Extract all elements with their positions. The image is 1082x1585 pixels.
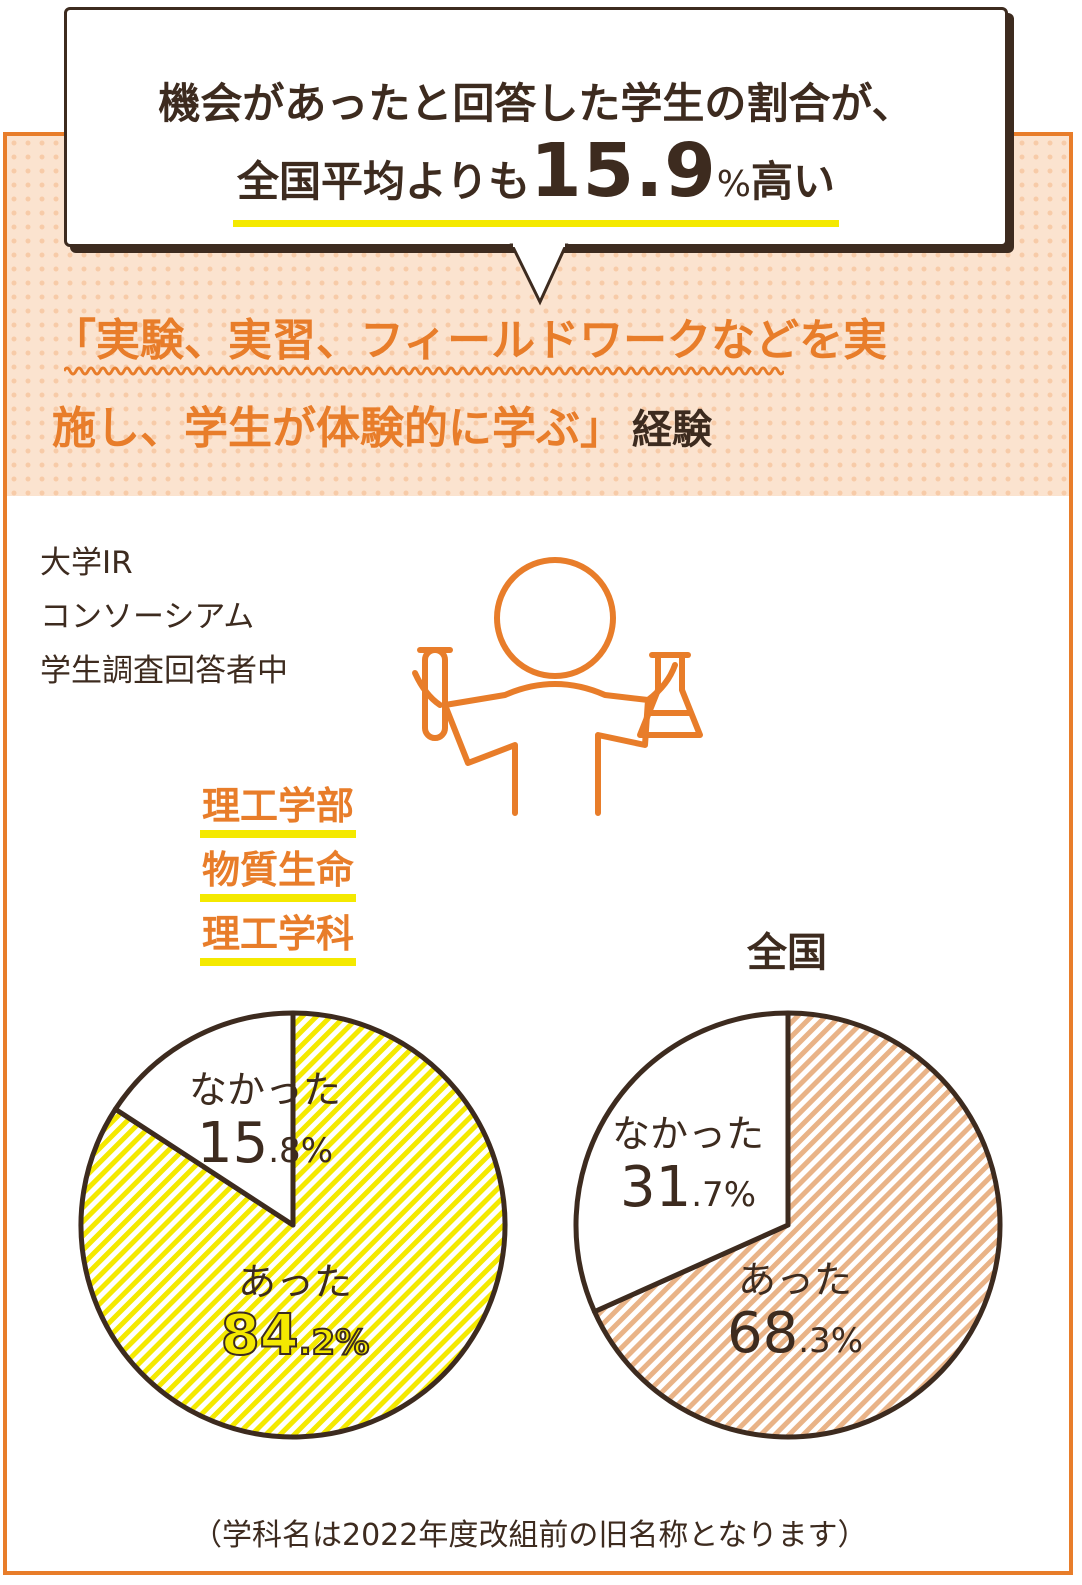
source-text: 大学IR コンソーシアム 学生調査回答者中 (40, 536, 288, 698)
pie2-nakatta-dec: .7% (691, 1175, 756, 1215)
headline-value: 15.9 (530, 128, 717, 214)
pie2-label-atta: あった 68.3% (690, 1258, 900, 1366)
wavy-underline (64, 366, 784, 376)
pie1-nakatta-label: なかった (188, 1068, 341, 1112)
headline-suffix: 高い (750, 157, 835, 206)
pie1-label-atta: あった 84.2% (180, 1260, 410, 1369)
subtitle-line2-tail: 経験 (632, 407, 712, 453)
speech-bubble-tail (509, 243, 569, 306)
headline-line2: 全国平均よりも15.9%高い (64, 128, 1008, 227)
pie1-atta-label: あった (237, 1260, 352, 1304)
subtitle-line2: 施し、学生が体験的に学ぶ」 経験 (52, 392, 712, 456)
subtitle-line2-text: 施し、学生が体験的に学ぶ」 (52, 403, 624, 454)
pie2-nakatta-int: 31 (619, 1155, 692, 1220)
headline-prefix: 全国平均よりも (237, 157, 531, 206)
national-title: 全国 (747, 930, 827, 976)
department-label-3: 理工学科 (200, 912, 357, 966)
pie2-atta-int: 68 (726, 1301, 799, 1366)
pie1-nakatta-dec: .8% (268, 1131, 333, 1171)
pie1-atta-int: 84 (220, 1303, 300, 1369)
pie2-nakatta-label: なかった (611, 1112, 764, 1156)
footnote: （学科名は2022年度改組前の旧名称となります） (192, 1518, 868, 1553)
pie2-atta-dec: .3% (798, 1321, 863, 1361)
pie2-label-nakatta: なかった 31.7% (598, 1112, 778, 1220)
pie1-slice-nakatta (112, 1010, 296, 1228)
pie2-slice-nakatta (573, 1010, 791, 1315)
source-line1: 大学IR (40, 545, 133, 581)
student-experiment-icon (412, 557, 703, 816)
pie2-slice-atta (592, 1010, 1003, 1440)
subtitle-line1: 「実験、実習、フィールドワークなどを実 (52, 315, 888, 366)
source-line3: 学生調査回答者中 (40, 653, 288, 689)
headline-unit: % (716, 164, 751, 205)
pie2-atta-label: あった (737, 1258, 852, 1302)
department-label-2: 物質生命 (200, 848, 357, 902)
headline-line1: 機会があったと回答した学生の割合が、 (158, 79, 914, 128)
pie1-atta-dec: .2% (298, 1322, 371, 1364)
department-label-1: 理工学部 (200, 784, 357, 838)
pie1-nakatta-int: 15 (196, 1111, 269, 1176)
source-line2: コンソーシアム (40, 599, 255, 635)
pie1-label-nakatta: なかった 15.8% (175, 1068, 355, 1176)
